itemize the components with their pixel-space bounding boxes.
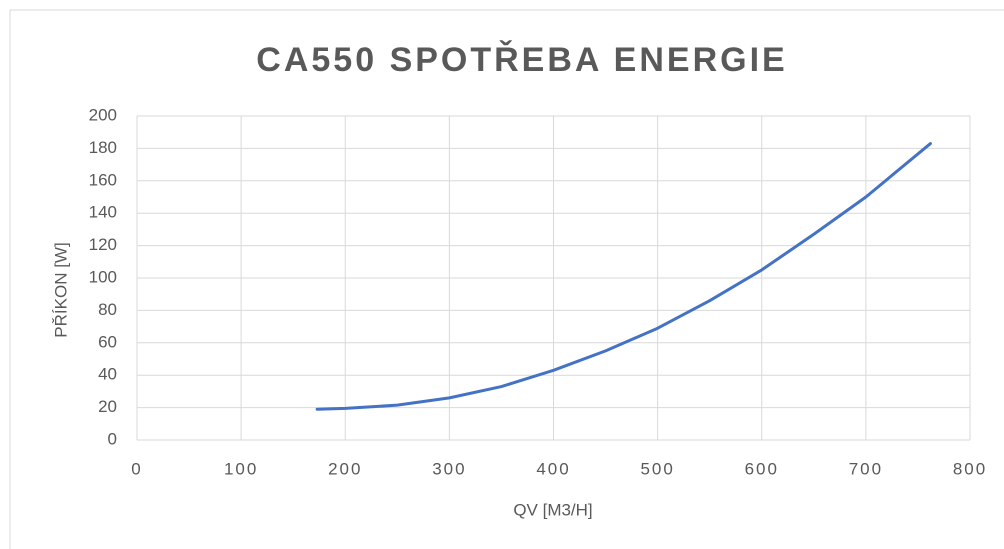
chart-title: CA550 SPOTŘEBA ENERGIE (256, 41, 787, 79)
chart-border (9, 9, 1004, 549)
y-tick-label: 200 (89, 105, 117, 124)
x-tick-label: 0 (131, 459, 142, 478)
x-tick-label: 300 (432, 459, 466, 478)
y-tick-label: 20 (98, 397, 117, 416)
x-tick-label: 100 (224, 459, 258, 478)
y-axis-label: PŘÍKON [W] (51, 242, 70, 337)
x-tick-label: 600 (745, 459, 779, 478)
x-tick-label: 500 (640, 459, 674, 478)
x-tick-label: 700 (849, 459, 883, 478)
y-tick-label: 140 (89, 203, 117, 222)
data-line (315, 142, 932, 411)
y-tick-label: 40 (98, 365, 117, 384)
y-tick-label: 160 (89, 170, 117, 189)
y-tick-label: 120 (89, 235, 117, 254)
y-tick-label: 80 (98, 300, 117, 319)
x-tick-label: 200 (328, 459, 362, 478)
y-tick-label: 0 (108, 429, 117, 448)
x-axis-label: QV [M3/H] (513, 500, 592, 519)
x-tick-label: 400 (536, 459, 570, 478)
y-tick-label: 60 (98, 332, 117, 351)
y-tick-label: 100 (89, 267, 117, 286)
x-tick-label: 800 (953, 459, 987, 478)
y-tick-label: 180 (89, 138, 117, 157)
